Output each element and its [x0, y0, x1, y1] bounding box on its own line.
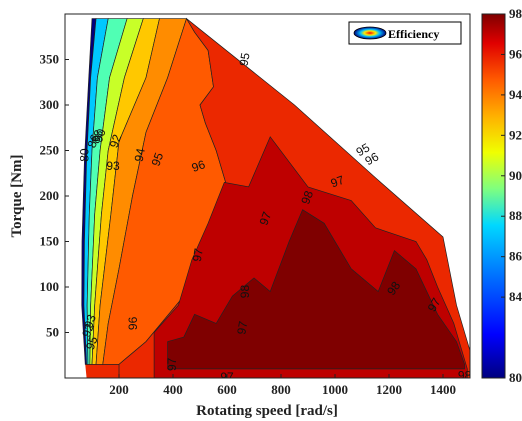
y-tick-label: 350 [40, 52, 60, 67]
contour-label: 95 [149, 150, 167, 168]
colorbar-tick-label: 94 [509, 87, 522, 102]
colorbar-tick-label: 96 [509, 46, 522, 61]
colorbar-tick-label: 80 [509, 370, 522, 385]
contour-label: 96 [126, 316, 140, 330]
contour-band-98 [167, 209, 465, 370]
y-axis: 50 100 150 200 250 300 350 [40, 52, 69, 340]
colorbar-tick-label: 98 [509, 6, 522, 21]
colorbar-tick-label: 90 [509, 168, 522, 183]
contour-label: 90 [91, 127, 109, 145]
contour-label: 96 [363, 149, 382, 168]
contour-label: 92 [107, 132, 125, 150]
legend-contour-icon [353, 26, 387, 40]
contour-label: 97 [165, 357, 179, 371]
contour-label: 95 [83, 334, 101, 352]
legend-label: Efficiency [388, 27, 439, 41]
x-tick-label: 200 [109, 382, 129, 397]
contour-label: 97 [234, 320, 250, 336]
contour-label: 97 [257, 210, 275, 228]
y-tick-label: 150 [40, 234, 60, 249]
contour-label: 98 [298, 189, 316, 207]
contour-label: 96 [190, 157, 208, 175]
contour-label: 86 [85, 132, 103, 150]
colorbar [481, 13, 506, 379]
contour-label: 97 [190, 247, 206, 263]
contour-label: 93 [81, 312, 99, 330]
contour-label: 95 [354, 140, 373, 159]
x-tick-label: 400 [163, 382, 183, 397]
y-axis-title: Torque [Nm] [9, 155, 25, 238]
colorbar-tick-label: 86 [509, 249, 522, 264]
contour-label: 97 [425, 295, 444, 314]
contour-label: 94 [132, 147, 148, 163]
contour-fills [81, 17, 470, 378]
x-axis-title: Rotating speed [rad/s] [196, 403, 338, 419]
contour-label: 93 [106, 159, 120, 173]
colorbar-tick-label: 88 [509, 208, 522, 223]
y-tick-label: 50 [46, 325, 59, 340]
colorbar-tick-label: 84 [509, 289, 522, 304]
colorbar-ticks: 80 84 86 88 90 92 94 96 98 [501, 6, 522, 385]
legend-box: Efficiency [348, 21, 462, 45]
x-tick-label: 1200 [376, 382, 402, 397]
contour-label: 97 [329, 173, 347, 191]
contour-label: 95 [236, 51, 252, 67]
y-tick-label: 100 [40, 279, 60, 294]
x-tick-label: 800 [271, 382, 291, 397]
y-tick-label: 250 [40, 143, 60, 158]
x-tick-label: 1000 [322, 382, 348, 397]
contour-label: 92 [79, 321, 97, 339]
contour-label: 80 [77, 148, 91, 162]
contour-label: 98 [458, 368, 472, 382]
x-axis: 200 400 600 800 1000 1200 1400 [109, 374, 456, 397]
contour-label: 88 [88, 128, 106, 146]
x-tick-label: 600 [217, 382, 237, 397]
x-tick-label: 1400 [430, 382, 456, 397]
colorbar-tick-label: 92 [509, 127, 522, 142]
contour-label: 98 [238, 285, 252, 299]
y-tick-label: 200 [40, 188, 60, 203]
y-tick-label: 300 [40, 97, 60, 112]
